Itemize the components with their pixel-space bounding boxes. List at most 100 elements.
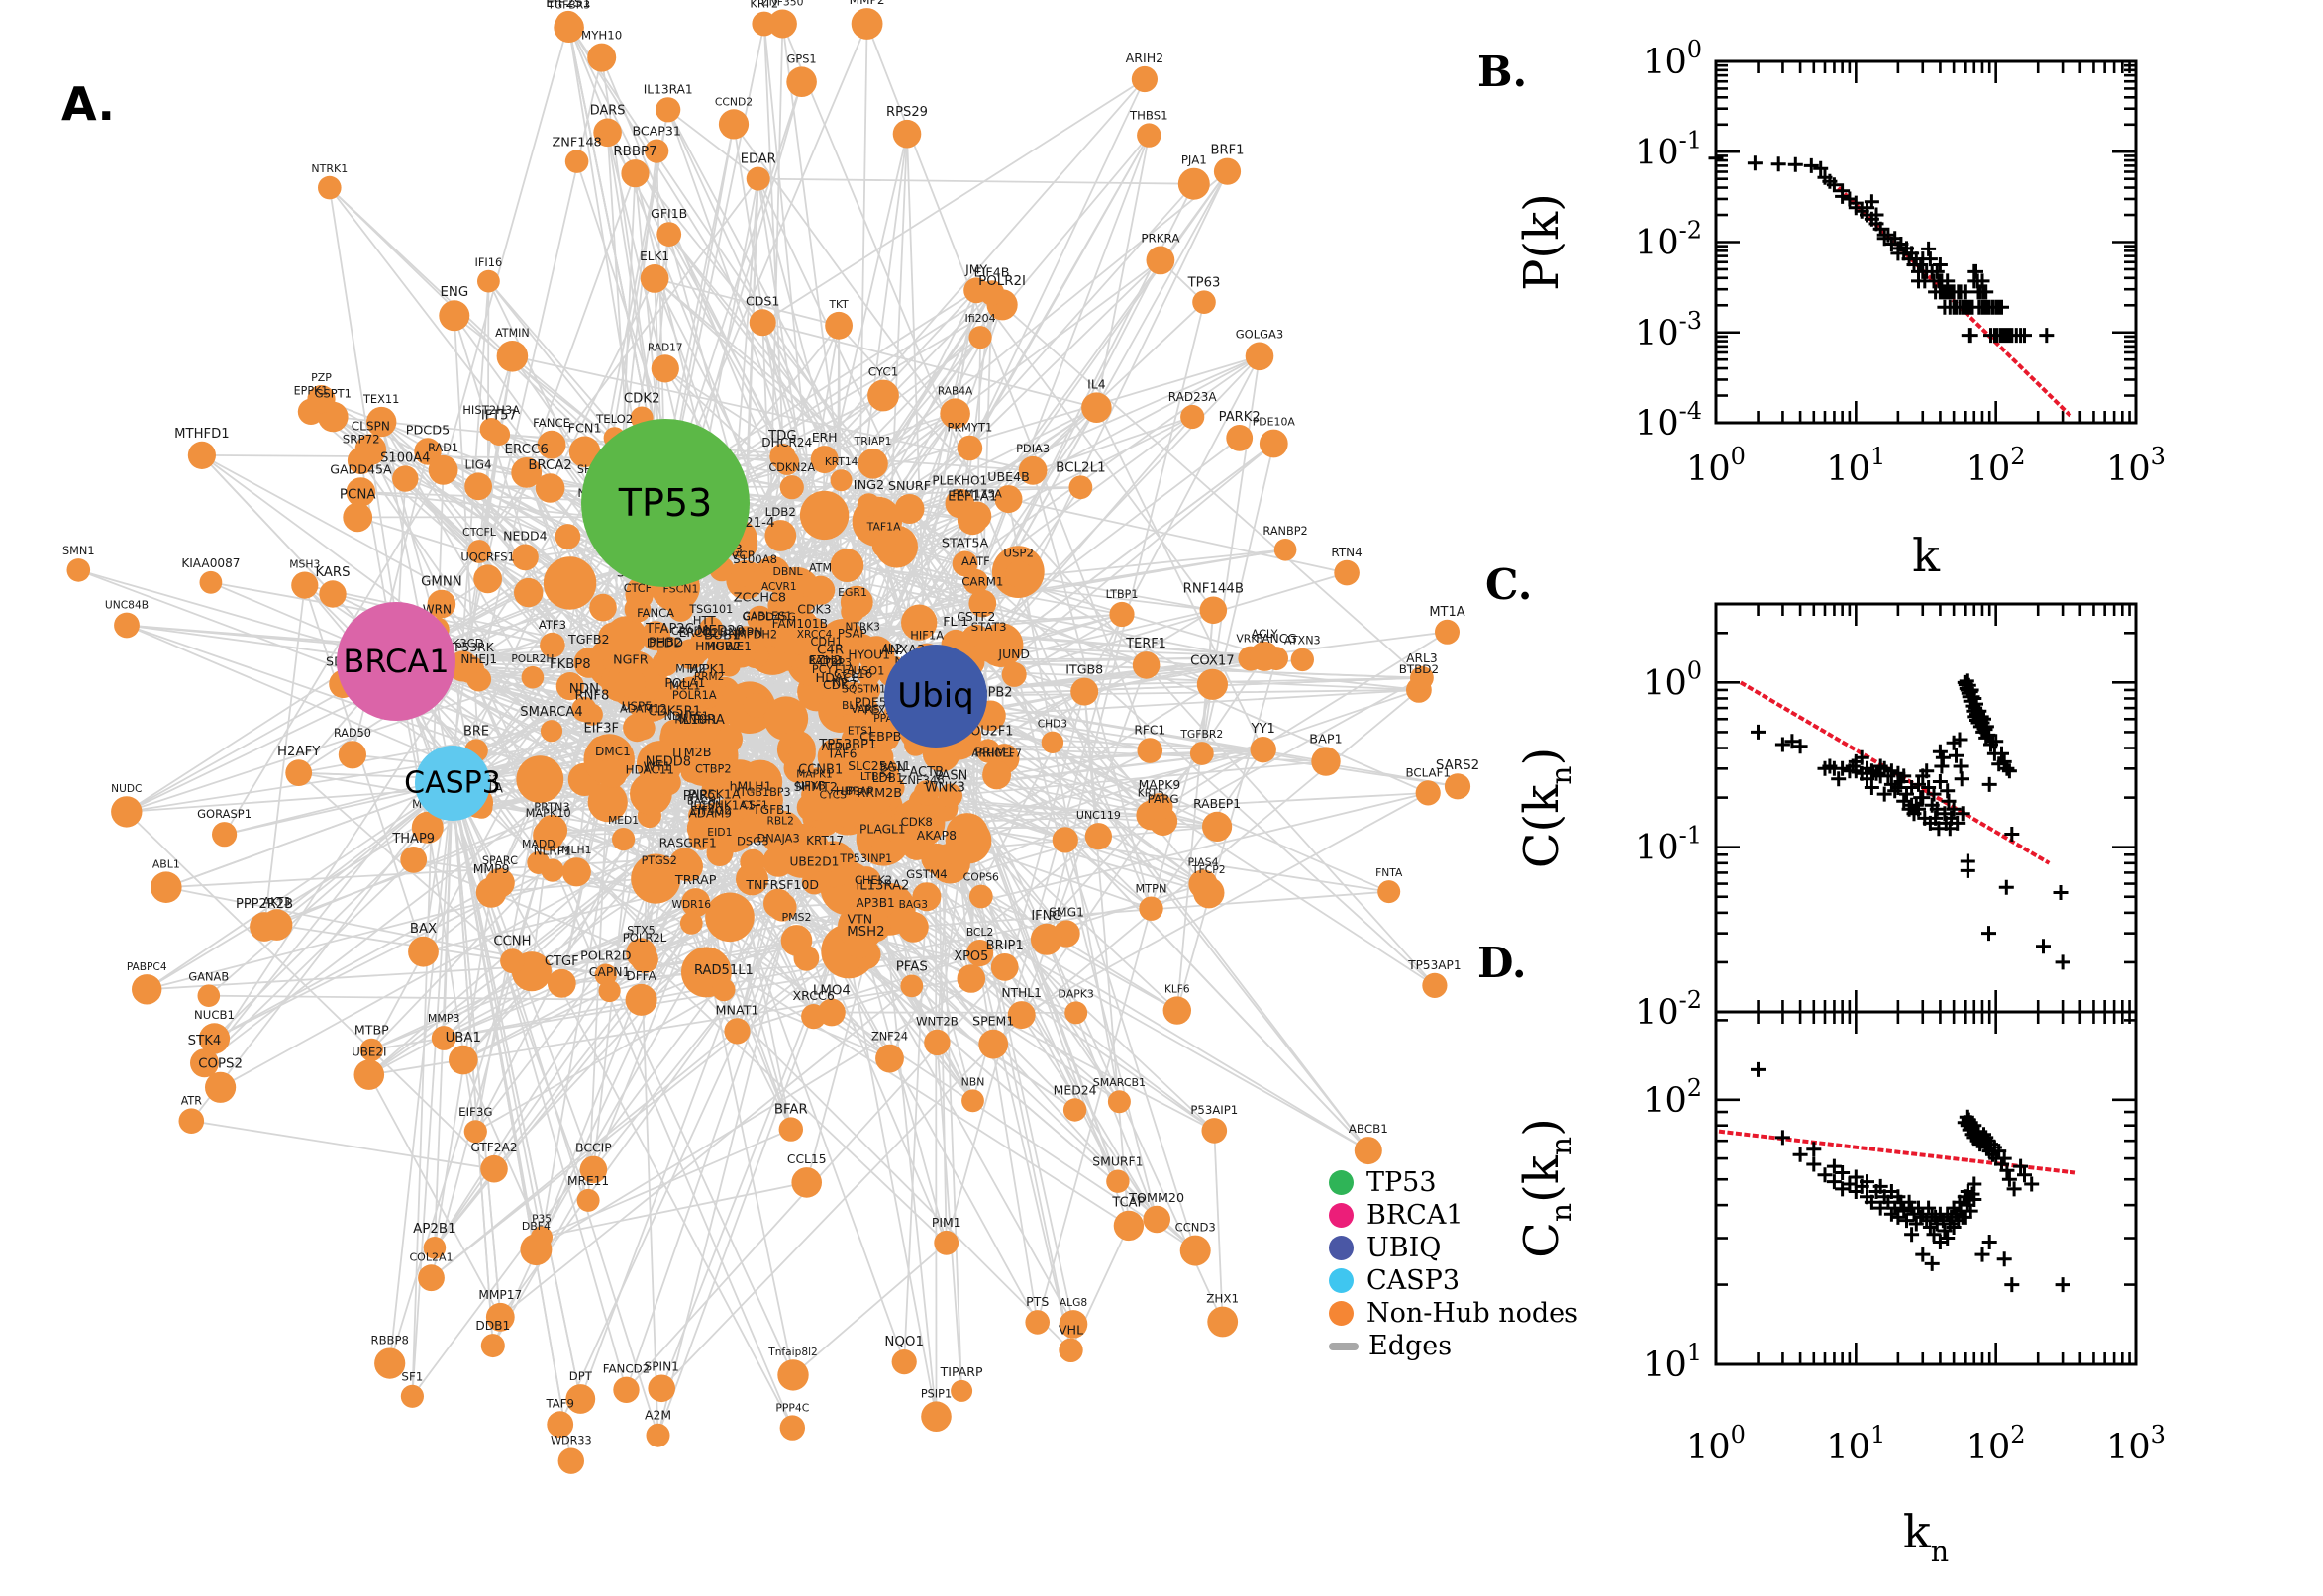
- nonhub-node-label: WDR33: [551, 1435, 592, 1447]
- nonhub-node: [675, 639, 707, 670]
- core-node: [738, 759, 783, 805]
- nonhub-node-label: ADAM9: [689, 806, 732, 820]
- panel-c-y-axis-label: C(kn​): [1514, 748, 1579, 868]
- nonhub-node: [354, 1059, 385, 1090]
- nonhub-node-label: USP2: [1003, 547, 1034, 560]
- nonhub-node: [1213, 157, 1242, 185]
- nonhub-node: [667, 596, 694, 622]
- panel-b-label: B.: [1477, 48, 1528, 96]
- nonhub-node: [777, 1359, 809, 1391]
- svg-text:101: 101: [1826, 443, 1885, 489]
- nonhub-node: [1007, 1001, 1036, 1030]
- nonhub-node: [621, 159, 650, 188]
- nonhub-node: [851, 866, 881, 897]
- nonhub-node-label: STAT3: [971, 620, 1007, 634]
- nonhub-node-label: CTBP2: [695, 763, 732, 776]
- nonhub-node-label: MTA2: [675, 663, 705, 676]
- legend-item-tp53: TP53: [1329, 1166, 1578, 1199]
- nonhub-node: [1162, 996, 1192, 1025]
- nonhub-node-label: LDB2: [765, 505, 796, 519]
- core-node: [589, 593, 617, 622]
- legend-label-casp3: CASP3: [1366, 1265, 1460, 1296]
- nonhub-node: [672, 850, 703, 882]
- nonhub-node-label: EZH2: [809, 653, 841, 667]
- nonhub-node-label: ARIH2: [1126, 50, 1164, 65]
- nonhub-node-label: CSTF2: [957, 609, 995, 624]
- nonhub-node-label: TGFBR2: [1179, 728, 1223, 741]
- nonhub-node: [912, 882, 942, 912]
- nonhub-node-label: PARK2: [1219, 410, 1261, 425]
- nonhub-node-label: HUWE1: [707, 640, 752, 653]
- nonhub-node-label: NTRK3: [845, 621, 879, 633]
- network-edges: [77, 23, 1459, 1462]
- nonhub-node-label: IL4: [1087, 376, 1106, 391]
- nonhub-node-label: NUDC: [111, 783, 142, 795]
- nonhub-node-label: GANAB: [188, 969, 229, 983]
- nonhub-node: [1070, 677, 1099, 706]
- nonhub-node: [957, 964, 986, 993]
- nonhub-node-label: TGFB1: [752, 803, 792, 817]
- network-hub-nodes: TP53 BRCA1 Ubiq CASP3: [337, 419, 987, 821]
- nonhub-node: [1064, 1001, 1088, 1025]
- nonhub-node-label: RAD51L1: [694, 963, 754, 978]
- nonhub-node: [894, 494, 925, 524]
- nonhub-node-label: PDIA3: [1016, 442, 1050, 455]
- nonhub-node-label: NHEJ1: [460, 652, 497, 666]
- nonhub-node-label: NTRK1: [311, 162, 348, 175]
- core-node: [514, 577, 544, 608]
- nonhub-node: [198, 1023, 231, 1054]
- nonhub-node: [767, 594, 791, 617]
- nonhub-node: [307, 385, 336, 414]
- svg-text:10-4: 10-4: [1635, 397, 1702, 444]
- nonhub-node-label: THAP9: [391, 832, 435, 847]
- nonhub-node: [1068, 475, 1093, 500]
- nonhub-node: [812, 848, 838, 874]
- nonhub-node: [767, 9, 797, 39]
- nonhub-node: [871, 534, 896, 558]
- nonhub-node: [818, 998, 846, 1027]
- hub-casp3-node: [415, 746, 490, 821]
- nonhub-node-label: SNRPN: [720, 625, 763, 640]
- nonhub-node-label: GADD45A: [330, 461, 392, 476]
- nonhub-node: [540, 720, 563, 743]
- hub-brca1-label: BRCA1: [343, 643, 449, 680]
- nonhub-node: [536, 815, 568, 847]
- nonhub-node-label: SARS2: [1436, 758, 1479, 773]
- nonhub-node: [520, 1234, 553, 1266]
- nonhub-node-label: MSH3: [289, 558, 320, 571]
- nonhub-node-label: ITGB8: [1065, 662, 1103, 677]
- nonhub-node-label: RASGRF1: [659, 836, 717, 850]
- nonhub-node: [579, 1155, 608, 1184]
- svg-text:100: 100: [1643, 36, 1702, 82]
- nonhub-node: [1250, 737, 1276, 763]
- nonhub-node-label: BCL2L1: [1056, 459, 1106, 475]
- nonhub-node-label: EID1: [707, 826, 732, 839]
- nonhub-node-label: PJA1: [1181, 153, 1207, 167]
- nonhub-node-label: IMPDH2: [734, 628, 777, 641]
- svg-text:102: 102: [1967, 443, 2026, 489]
- core-node: [792, 826, 822, 854]
- nonhub-node-label: TKT: [828, 298, 849, 311]
- legend-label-tp53: TP53: [1366, 1167, 1437, 1198]
- nonhub-node-label: NDN: [569, 682, 599, 697]
- legend-item-brca1: BRCA1: [1329, 1199, 1578, 1232]
- nonhub-node: [656, 97, 681, 123]
- nonhub-node: [624, 596, 652, 623]
- nonhub-node: [1146, 793, 1173, 821]
- nonhub-node: [343, 502, 373, 533]
- nonhub-node: [212, 822, 238, 848]
- nonhub-node-label: HIST2H3A: [462, 403, 520, 417]
- nonhub-node-label: LMO4: [813, 984, 851, 999]
- nonhub-node: [467, 540, 491, 563]
- nonhub-node-label: IFI16: [475, 255, 503, 269]
- nonhub-node-label: USO1: [854, 664, 885, 678]
- nonhub-node-label: RAD21: [808, 655, 844, 667]
- nonhub-node: [615, 667, 647, 699]
- nonhub-node-label: UBE2I: [352, 1045, 386, 1058]
- nonhub-node: [747, 605, 773, 632]
- nonhub-node: [651, 354, 679, 383]
- nonhub-node-label: STK4: [188, 1034, 222, 1048]
- panel-b-data-points: [1708, 150, 2055, 344]
- nonhub-node: [701, 776, 725, 800]
